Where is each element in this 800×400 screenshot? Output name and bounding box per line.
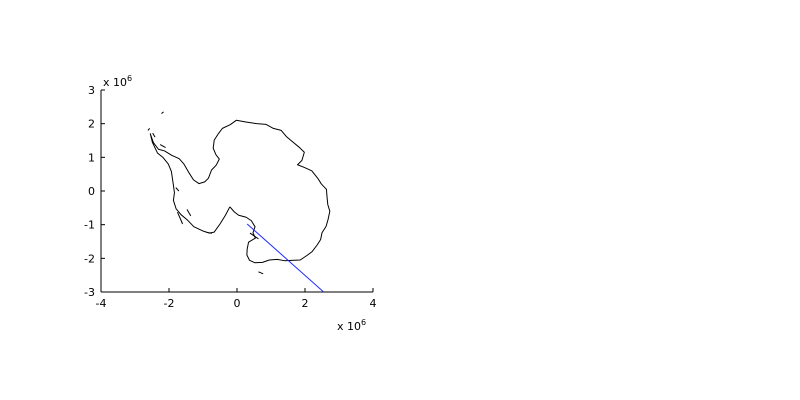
x-tick-label: -4	[96, 297, 107, 310]
island-segment	[177, 212, 184, 225]
y-multiplier-label: x 106	[103, 74, 132, 89]
y-tick-label: 2	[88, 118, 95, 131]
island-segment	[147, 128, 151, 131]
x-ticks: -4 -2 0 2 4	[96, 288, 377, 310]
data-series	[147, 111, 331, 293]
blue-line-series	[246, 223, 325, 293]
x-multiplier-label: x 106	[337, 318, 366, 333]
x-tick-label: 4	[370, 297, 377, 310]
island-segment	[186, 209, 192, 217]
coastline-series	[149, 119, 331, 264]
island-segment	[159, 144, 166, 149]
y-tick-label: -3	[84, 286, 95, 299]
plot-area: -4 -2 0 2 4 -3 -2 -1 0 1 2 3 x 106 x 106	[84, 74, 376, 333]
x-tick-label: 2	[302, 297, 309, 310]
y-tick-label: 1	[88, 151, 95, 164]
island-segment	[258, 271, 264, 275]
island-segment	[175, 187, 180, 192]
y-tick-label: -1	[84, 219, 95, 232]
y-ticks: -3 -2 -1 0 1 2 3	[84, 84, 105, 299]
y-tick-label: 3	[88, 84, 95, 97]
y-tick-label: 0	[88, 185, 95, 198]
x-tick-label: 0	[234, 297, 241, 310]
island-segment	[249, 232, 259, 240]
island-segment	[161, 111, 164, 114]
island-segment	[152, 132, 156, 138]
y-tick-label: -2	[84, 252, 95, 265]
island-segment	[205, 231, 212, 234]
x-tick-label: -2	[164, 297, 175, 310]
